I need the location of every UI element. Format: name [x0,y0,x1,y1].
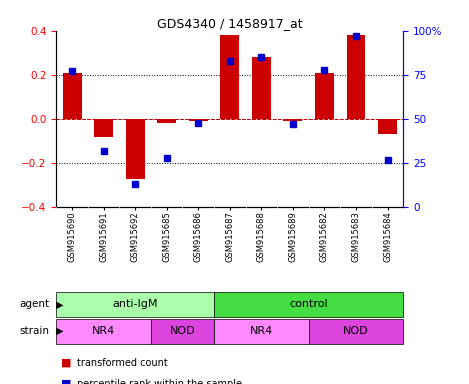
Text: ▶: ▶ [56,299,64,310]
Text: NR4: NR4 [250,326,273,336]
Bar [62,73,82,119]
Text: NOD: NOD [170,326,195,336]
Text: percentile rank within the sample: percentile rank within the sample [77,379,242,384]
Text: ▶: ▶ [56,326,64,336]
Text: agent: agent [19,299,49,310]
Bar [189,119,208,121]
Text: ■: ■ [61,358,71,368]
Text: NR4: NR4 [92,326,115,336]
Bar [126,119,144,179]
Bar [378,119,397,134]
Text: strain: strain [19,326,49,336]
Bar [56,319,151,344]
Text: anti-IgM: anti-IgM [113,299,158,310]
Bar [252,57,271,119]
Text: NOD: NOD [343,326,369,336]
Text: ■: ■ [61,379,71,384]
Bar [347,35,365,119]
Text: control: control [289,299,328,310]
Bar [56,292,214,317]
Bar [315,73,334,119]
Text: transformed count: transformed count [77,358,168,368]
Bar [214,292,403,317]
Bar [94,119,113,137]
Bar [283,119,303,121]
Bar [220,35,239,119]
Bar [151,319,214,344]
Bar [214,319,309,344]
Bar [157,119,176,123]
Bar [309,319,403,344]
Title: GDS4340 / 1458917_at: GDS4340 / 1458917_at [157,17,303,30]
